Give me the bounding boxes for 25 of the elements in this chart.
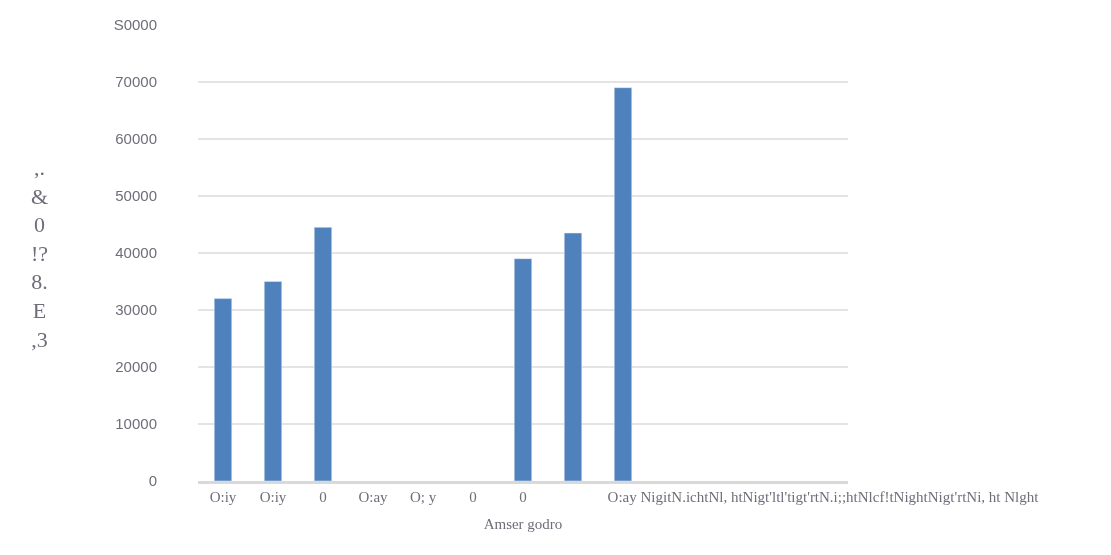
x-axis-title: Amser godro	[483, 516, 563, 532]
bar	[614, 87, 632, 481]
y-tick-label: 40000	[115, 244, 157, 262]
y-axis-title: ,. & 0 !? 8. E ,3	[31, 155, 49, 352]
x-tick-label: O:ay	[358, 489, 389, 505]
bar	[214, 298, 232, 481]
y-tick-label: S0000	[113, 16, 157, 34]
x-tick-label: O:ay NigitN.ichtNl, htNigt'ltl'tigt'rtN.i;;htNlcf!tNightNigt'rtNi, ht Nlght	[607, 489, 1040, 505]
bar	[264, 281, 282, 481]
x-tick-label: O:iy	[259, 489, 287, 505]
y-tick-label: 0	[148, 472, 157, 490]
y-tick-label: 20000	[115, 358, 157, 376]
bar	[514, 258, 532, 481]
y-tick-label: 10000	[115, 415, 157, 433]
bar	[564, 232, 582, 481]
y-tick-label: 70000	[115, 73, 157, 91]
y-tick-label: 50000	[115, 187, 157, 205]
x-tick-label: 0	[319, 489, 327, 505]
y-tick-label: 60000	[115, 130, 157, 148]
x-tick-label: 0	[469, 489, 477, 505]
y-tick-label: 30000	[115, 301, 157, 319]
x-tick-label: O:iy	[209, 489, 237, 505]
x-tick-label: 0	[519, 489, 527, 505]
x-tick-label: O; y	[409, 489, 437, 505]
bar	[314, 227, 332, 481]
